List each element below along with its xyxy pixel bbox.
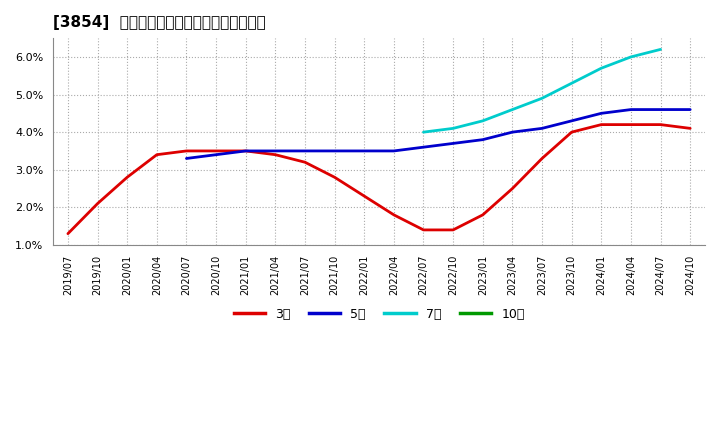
Text: [3854]  経常利益マージンの標準偏差の推移: [3854] 経常利益マージンの標準偏差の推移 — [53, 15, 266, 30]
Legend: 3年, 5年, 7年, 10年: 3年, 5年, 7年, 10年 — [228, 303, 529, 326]
